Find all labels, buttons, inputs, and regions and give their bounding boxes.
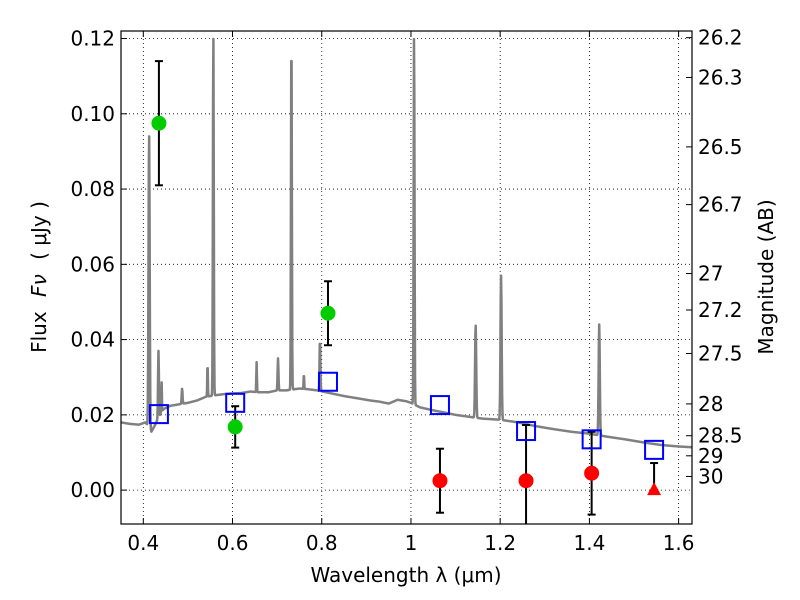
y-axis-ticks: 0.00 0.02 0.04 0.06 0.08 0.10 0.12 bbox=[70, 27, 127, 502]
right-tick-label: 30 bbox=[698, 464, 723, 488]
right-tick-label: 26.7 bbox=[698, 193, 743, 217]
model-spectrum bbox=[121, 37, 692, 449]
red-triangle-marker bbox=[647, 482, 662, 496]
green-circle-marker bbox=[227, 419, 243, 435]
right-tick-label: 27.2 bbox=[698, 298, 743, 322]
right-axis-label: Magnitude (AB) bbox=[754, 199, 778, 354]
x-axis-label: Wavelength λ (μm) bbox=[310, 563, 501, 587]
right-tick-label: 28 bbox=[698, 392, 723, 416]
y-axis-label: Flux Fν ( μJy ) bbox=[27, 201, 51, 353]
x-tick-label: 1.6 bbox=[663, 531, 695, 555]
y-tick-label: 0.12 bbox=[70, 27, 115, 51]
y-tick-label: 0.06 bbox=[70, 252, 115, 276]
right-tick-label: 29 bbox=[698, 444, 723, 468]
blue-square-marker bbox=[429, 395, 450, 416]
x-tick-label: 0.4 bbox=[127, 531, 159, 555]
x-axis-ticks: 0.4 0.6 0.8 1 1.2 1.4 1.6 bbox=[127, 31, 695, 555]
right-tick-label: 28.5 bbox=[698, 424, 743, 448]
blue-square-marker bbox=[516, 421, 537, 442]
x-tick-label: 0.8 bbox=[306, 531, 338, 555]
y-tick-label: 0.10 bbox=[70, 102, 115, 126]
blue-square-marker bbox=[225, 392, 246, 413]
right-tick-label: 26.2 bbox=[698, 26, 743, 50]
right-tick-label: 26.5 bbox=[698, 135, 743, 159]
right-tick-label: 27 bbox=[698, 262, 723, 286]
svg-text:Flux Fν ( μJy ): Flux Fν ( μJy ) bbox=[27, 201, 51, 353]
x-tick-label: 1.2 bbox=[484, 531, 516, 555]
plot-frame bbox=[120, 30, 693, 525]
x-tick-label: 1.4 bbox=[573, 531, 605, 555]
right-tick-label: 27.5 bbox=[698, 341, 743, 365]
blue-square-marker bbox=[317, 371, 338, 392]
green-circle-marker bbox=[151, 115, 167, 131]
model-spectrum-line bbox=[121, 37, 692, 449]
red-circle-marker bbox=[432, 473, 448, 489]
data-markers bbox=[148, 115, 665, 496]
y-axis-label-units: ( μJy ) bbox=[27, 201, 51, 260]
right-tick-label: 26.3 bbox=[698, 65, 743, 89]
y-tick-label: 0.00 bbox=[70, 478, 115, 502]
y-axis-label-text: Flux bbox=[27, 311, 51, 353]
plot-background bbox=[121, 31, 692, 524]
y-tick-label: 0.04 bbox=[70, 328, 115, 352]
x-tick-label: 0.6 bbox=[217, 531, 249, 555]
red-circle-marker bbox=[584, 465, 600, 481]
red-circle-marker bbox=[518, 473, 534, 489]
x-tick-label: 1 bbox=[405, 531, 418, 555]
y-tick-label: 0.08 bbox=[70, 177, 115, 201]
blue-square-marker bbox=[644, 439, 665, 460]
green-circle-marker bbox=[320, 305, 336, 321]
y-axis-label-symbol: Fν bbox=[27, 274, 51, 297]
y-tick-label: 0.02 bbox=[70, 403, 115, 427]
blue-square-marker bbox=[148, 404, 169, 425]
blue-square-marker bbox=[581, 429, 602, 450]
